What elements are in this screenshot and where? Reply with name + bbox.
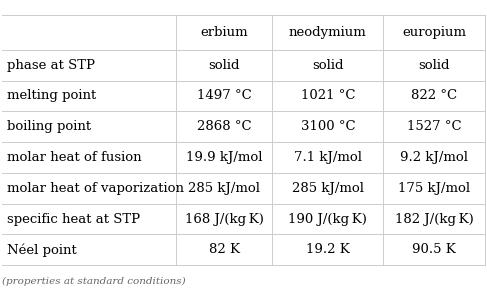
- Text: molar heat of fusion: molar heat of fusion: [7, 151, 142, 164]
- Text: solid: solid: [418, 59, 450, 72]
- Text: Néel point: Néel point: [7, 243, 77, 257]
- Text: europium: europium: [402, 26, 466, 39]
- Text: 2868 °C: 2868 °C: [197, 120, 251, 133]
- Text: 9.2 kJ/mol: 9.2 kJ/mol: [400, 151, 468, 164]
- Text: 1497 °C: 1497 °C: [197, 89, 252, 103]
- Text: 90.5 K: 90.5 K: [412, 243, 456, 256]
- Text: 19.2 K: 19.2 K: [306, 243, 350, 256]
- Text: 190 J/(kg K): 190 J/(kg K): [288, 212, 367, 226]
- Text: (properties at standard conditions): (properties at standard conditions): [2, 277, 186, 286]
- Text: 285 kJ/mol: 285 kJ/mol: [188, 182, 260, 195]
- Text: melting point: melting point: [7, 89, 96, 103]
- Text: 285 kJ/mol: 285 kJ/mol: [292, 182, 364, 195]
- Text: 168 J/(kg K): 168 J/(kg K): [185, 212, 263, 226]
- Text: 1021 °C: 1021 °C: [300, 89, 355, 103]
- Text: specific heat at STP: specific heat at STP: [7, 212, 140, 226]
- Text: 7.1 kJ/mol: 7.1 kJ/mol: [294, 151, 362, 164]
- Text: molar heat of vaporization: molar heat of vaporization: [7, 182, 184, 195]
- Text: phase at STP: phase at STP: [7, 59, 95, 72]
- Text: 822 °C: 822 °C: [411, 89, 457, 103]
- Text: solid: solid: [312, 59, 344, 72]
- Text: 19.9 kJ/mol: 19.9 kJ/mol: [186, 151, 262, 164]
- Text: 182 J/(kg K): 182 J/(kg K): [394, 212, 473, 226]
- Text: 3100 °C: 3100 °C: [300, 120, 355, 133]
- Text: erbium: erbium: [201, 26, 248, 39]
- Text: 1527 °C: 1527 °C: [407, 120, 461, 133]
- Text: neodymium: neodymium: [289, 26, 367, 39]
- Text: solid: solid: [208, 59, 240, 72]
- Text: 82 K: 82 K: [209, 243, 240, 256]
- Text: 175 kJ/mol: 175 kJ/mol: [398, 182, 470, 195]
- Text: boiling point: boiling point: [7, 120, 92, 133]
